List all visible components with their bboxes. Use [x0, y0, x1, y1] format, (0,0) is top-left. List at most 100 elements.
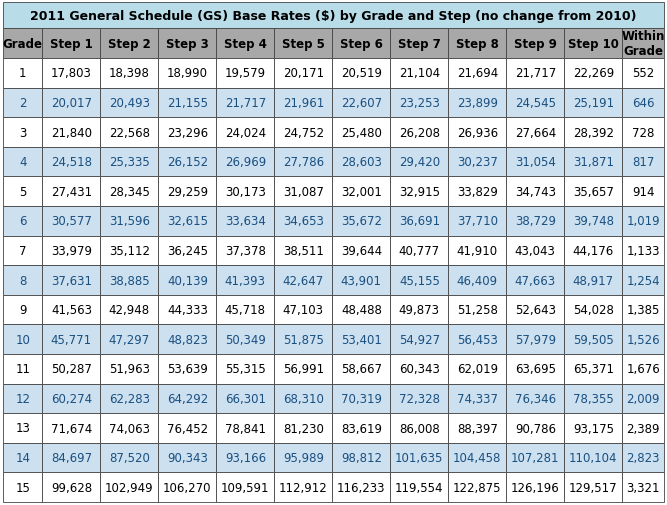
Bar	[390, 177, 448, 207]
Bar	[622, 325, 664, 355]
Text: Step 8: Step 8	[456, 37, 499, 50]
Text: 28,345: 28,345	[109, 185, 150, 198]
Bar	[3, 88, 43, 118]
Text: 104,458: 104,458	[453, 451, 502, 464]
Text: 21,104: 21,104	[399, 67, 440, 80]
Text: 34,653: 34,653	[283, 215, 323, 228]
Bar	[332, 443, 390, 473]
Bar	[448, 236, 506, 266]
Text: 24,024: 24,024	[225, 126, 266, 139]
Text: Step 2: Step 2	[108, 37, 151, 50]
Text: 47,103: 47,103	[283, 304, 324, 317]
Text: 1,676: 1,676	[626, 363, 660, 376]
Bar	[158, 355, 216, 384]
Text: 21,840: 21,840	[51, 126, 92, 139]
Text: 95,989: 95,989	[283, 451, 324, 464]
Bar	[448, 147, 506, 177]
Text: 21,717: 21,717	[515, 67, 556, 80]
Bar	[158, 236, 216, 266]
Bar	[216, 29, 274, 59]
Text: 40,777: 40,777	[399, 244, 440, 258]
Bar	[564, 266, 622, 295]
Text: 21,155: 21,155	[167, 97, 208, 110]
Text: 48,917: 48,917	[573, 274, 614, 287]
Text: 8: 8	[19, 274, 27, 287]
Bar	[332, 236, 390, 266]
Bar	[101, 473, 158, 502]
Text: 64,292: 64,292	[167, 392, 208, 405]
Text: 2: 2	[19, 97, 27, 110]
Bar	[506, 236, 564, 266]
Text: 58,667: 58,667	[341, 363, 382, 376]
Text: 98,812: 98,812	[341, 451, 382, 464]
Bar	[43, 29, 101, 59]
Text: 32,615: 32,615	[167, 215, 208, 228]
Text: 38,511: 38,511	[283, 244, 323, 258]
Text: 35,657: 35,657	[573, 185, 614, 198]
Bar	[622, 414, 664, 443]
Bar	[390, 443, 448, 473]
Text: 25,480: 25,480	[341, 126, 382, 139]
Text: 26,208: 26,208	[399, 126, 440, 139]
Text: 38,885: 38,885	[109, 274, 149, 287]
Text: 51,963: 51,963	[109, 363, 150, 376]
Bar	[448, 118, 506, 147]
Bar	[332, 147, 390, 177]
Text: 17,803: 17,803	[51, 67, 92, 80]
Bar	[506, 118, 564, 147]
Bar	[158, 414, 216, 443]
Bar	[622, 147, 664, 177]
Text: 50,287: 50,287	[51, 363, 92, 376]
Bar	[43, 325, 101, 355]
Bar	[506, 147, 564, 177]
Text: 38,729: 38,729	[515, 215, 556, 228]
Bar	[332, 177, 390, 207]
Text: 23,253: 23,253	[399, 97, 440, 110]
Text: 107,281: 107,281	[511, 451, 560, 464]
Text: 39,644: 39,644	[341, 244, 382, 258]
Bar	[43, 207, 101, 236]
Bar	[622, 59, 664, 88]
Bar	[506, 384, 564, 414]
Bar	[622, 266, 664, 295]
Text: 4: 4	[19, 156, 27, 169]
Bar	[3, 118, 43, 147]
Text: 27,431: 27,431	[51, 185, 92, 198]
Text: 122,875: 122,875	[453, 481, 502, 494]
Bar	[564, 355, 622, 384]
Text: 13: 13	[15, 422, 30, 435]
Text: 1,019: 1,019	[626, 215, 660, 228]
Text: 646: 646	[632, 97, 654, 110]
Text: Step 7: Step 7	[398, 37, 441, 50]
Bar	[216, 236, 274, 266]
Bar	[274, 88, 332, 118]
Text: 86,008: 86,008	[399, 422, 440, 435]
Text: Step 6: Step 6	[340, 37, 383, 50]
Bar	[274, 384, 332, 414]
Text: 20,493: 20,493	[109, 97, 150, 110]
Text: 1,385: 1,385	[626, 304, 660, 317]
Bar	[158, 29, 216, 59]
Bar	[274, 473, 332, 502]
Text: 76,452: 76,452	[167, 422, 208, 435]
Text: 1: 1	[19, 67, 27, 80]
Bar	[216, 355, 274, 384]
Bar	[622, 473, 664, 502]
Text: 24,752: 24,752	[283, 126, 324, 139]
Text: 74,063: 74,063	[109, 422, 150, 435]
Bar	[390, 473, 448, 502]
Bar	[274, 177, 332, 207]
Text: 102,949: 102,949	[105, 481, 153, 494]
Bar	[101, 88, 158, 118]
Bar	[448, 443, 506, 473]
Bar	[274, 325, 332, 355]
Text: 36,245: 36,245	[167, 244, 208, 258]
Text: 87,520: 87,520	[109, 451, 150, 464]
Text: 18,990: 18,990	[167, 67, 208, 80]
Bar	[3, 236, 43, 266]
Text: 60,343: 60,343	[399, 363, 440, 376]
Text: 54,927: 54,927	[399, 333, 440, 346]
Bar	[622, 384, 664, 414]
Bar	[274, 147, 332, 177]
Bar	[274, 295, 332, 325]
